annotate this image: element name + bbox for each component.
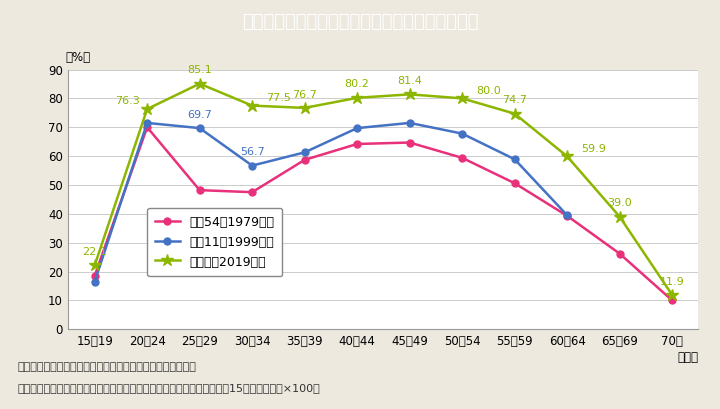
Text: （備考）１．総務省「労働力調査（基本集計）」より作成。: （備考）１．総務省「労働力調査（基本集計）」より作成。 <box>18 362 197 372</box>
Text: 77.5: 77.5 <box>266 93 291 103</box>
Text: Ｉ－２－３図　女性の年齢階級別労働力率の推移: Ｉ－２－３図 女性の年齢階級別労働力率の推移 <box>242 13 478 31</box>
Text: 80.0: 80.0 <box>476 85 501 96</box>
Text: 85.1: 85.1 <box>187 65 212 75</box>
Text: 81.4: 81.4 <box>397 76 422 86</box>
Text: 39.0: 39.0 <box>607 198 632 208</box>
Text: 22.1: 22.1 <box>82 247 107 257</box>
Text: 11.9: 11.9 <box>660 276 685 287</box>
Text: （歳）: （歳） <box>678 351 698 364</box>
Legend: 昭和54（1979）年, 平成11（1999）年, 令和元（2019）年: 昭和54（1979）年, 平成11（1999）年, 令和元（2019）年 <box>147 208 282 276</box>
Text: （%）: （%） <box>66 52 91 64</box>
Text: 48.2: 48.2 <box>187 209 212 220</box>
Text: 76.3: 76.3 <box>115 96 140 106</box>
Text: 56.7: 56.7 <box>240 147 264 157</box>
Text: 69.7: 69.7 <box>187 110 212 120</box>
Text: ２．労働力率は，「労働力人口（就業者＋完全失業者）」／「15歳以上人口」×100。: ２．労働力率は，「労働力人口（就業者＋完全失業者）」／「15歳以上人口」×100… <box>18 383 320 393</box>
Text: 80.2: 80.2 <box>345 79 369 90</box>
Text: 59.9: 59.9 <box>581 144 606 154</box>
Text: 76.7: 76.7 <box>292 90 317 99</box>
Text: 47.5: 47.5 <box>240 211 264 222</box>
Text: 74.7: 74.7 <box>502 95 527 106</box>
